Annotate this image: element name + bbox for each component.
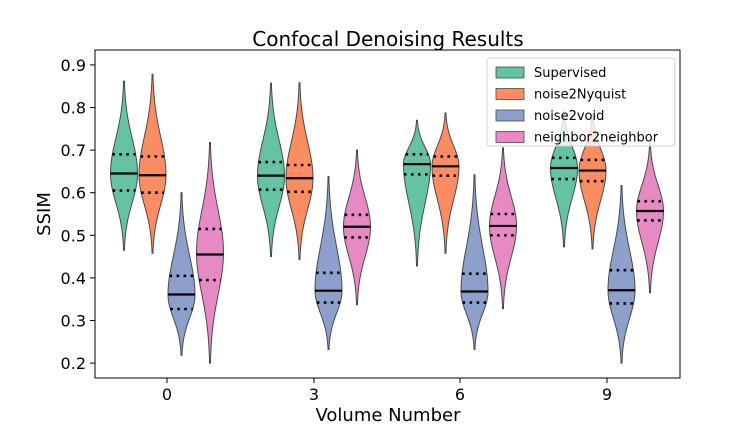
violin-Supervised-6 bbox=[402, 119, 432, 267]
x-axis: 0 3 6 9 bbox=[162, 378, 612, 404]
y-tick-label: 0.2 bbox=[61, 354, 86, 373]
y-tick-label: 0.5 bbox=[61, 226, 86, 245]
y-tick-label: 0.6 bbox=[61, 184, 86, 203]
violin-noise2Nyquist-3 bbox=[285, 82, 314, 261]
x-tick-label: 9 bbox=[602, 385, 612, 404]
violin-neighbor2neighbor-9 bbox=[636, 143, 664, 294]
legend-box bbox=[486, 57, 676, 147]
y-axis-title: SSIM bbox=[34, 192, 55, 236]
violin-noise2void-0 bbox=[167, 192, 196, 356]
y-tick-label: 0.7 bbox=[61, 141, 86, 160]
violin-neighbor2neighbor-6 bbox=[488, 147, 518, 310]
violin-noise2void-3 bbox=[314, 176, 343, 350]
legend-label: noise2void bbox=[534, 109, 604, 124]
legend-label: Supervised bbox=[534, 66, 606, 81]
legend-label: noise2Nyquist bbox=[534, 88, 626, 103]
legend-label: neighbor2neighbor bbox=[534, 131, 659, 146]
y-tick-label: 0.4 bbox=[61, 269, 86, 288]
y-tick-label: 0.3 bbox=[61, 311, 86, 330]
legend-swatch bbox=[495, 109, 525, 122]
x-tick-label: 0 bbox=[162, 385, 172, 404]
violin-Supervised-3 bbox=[256, 82, 286, 258]
x-tick-label: 3 bbox=[309, 385, 319, 404]
legend-swatch bbox=[495, 66, 525, 79]
x-tick-label: 6 bbox=[455, 385, 465, 404]
y-tick-label: 0.8 bbox=[61, 99, 86, 118]
violin-noise2void-9 bbox=[607, 184, 636, 364]
violin-noise2void-6 bbox=[460, 174, 489, 350]
y-tick-label: 0.9 bbox=[61, 56, 86, 75]
violin-noise2Nyquist-6 bbox=[431, 112, 460, 254]
plot-frame bbox=[94, 49, 681, 379]
legend: Supervised noise2Nyquist noise2void neighbo… bbox=[486, 57, 676, 147]
violin-Supervised-0 bbox=[109, 80, 139, 251]
y-axis: 0.2 0.3 0.4 0.5 0.6 0.7 0.8 0.9 bbox=[61, 56, 95, 373]
chart-title: Confocal Denoising Results bbox=[252, 27, 523, 51]
violin-neighbor2neighbor-0 bbox=[195, 141, 225, 364]
legend-swatch bbox=[495, 88, 525, 100]
x-axis-title: Volume Number bbox=[316, 405, 462, 426]
legend-swatch bbox=[495, 131, 525, 143]
violin-layer bbox=[109, 73, 664, 364]
violin-noise2Nyquist-0 bbox=[138, 73, 167, 254]
